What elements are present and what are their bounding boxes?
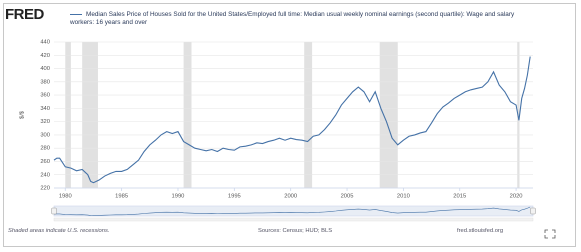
recession-band <box>183 42 192 188</box>
navigator-handle[interactable] <box>51 207 57 215</box>
recession-band <box>82 42 98 188</box>
y-tick-label: 320 <box>40 119 50 125</box>
source: Sources: Census; HUD; BLS <box>258 228 333 234</box>
y-tick-label: 420 <box>40 53 50 59</box>
y-tick-label: 340 <box>40 106 50 112</box>
y-tick-label: 260 <box>40 159 50 165</box>
y-tick-label: 280 <box>40 146 50 152</box>
y-tick-label: 400 <box>40 66 50 72</box>
y-tick-label: 220 <box>40 186 50 192</box>
y-tick-label: 380 <box>40 79 50 85</box>
scrollbar <box>53 217 534 222</box>
legend-label: Median Sales Price of Houses Sold for th… <box>70 11 515 26</box>
series-line <box>53 56 531 184</box>
x-tick-label: 2020 <box>510 194 523 200</box>
legend: Median Sales Price of Houses Sold for th… <box>70 11 540 27</box>
y-tick-label: 440 <box>40 40 50 46</box>
x-tick-label: 1990 <box>172 194 185 200</box>
navigator-handle[interactable] <box>530 207 536 215</box>
recession-band <box>379 42 398 188</box>
x-tick-label: 1985 <box>115 194 128 200</box>
note: Shaded areas indicate U.S. recessions. <box>8 228 110 234</box>
x-tick-label: 2005 <box>341 194 354 200</box>
logo[interactable]: FRED <box>5 6 44 23</box>
x-tick-label: 1980 <box>59 194 72 200</box>
recession-band <box>304 42 313 188</box>
recession-band <box>65 42 71 188</box>
fullscreen-icon[interactable] <box>544 229 556 239</box>
x-tick-label: 1995 <box>228 194 241 200</box>
y-tick-label: 240 <box>40 172 50 178</box>
site[interactable]: fred.stlouisfed.org <box>457 228 504 234</box>
x-tick-label: 2010 <box>397 194 410 200</box>
y-tick-label: 360 <box>40 93 50 99</box>
x-tick-label: 2000 <box>284 194 297 200</box>
legend-swatch <box>70 13 82 16</box>
y-tick-label: 300 <box>40 132 50 138</box>
navigator-line <box>53 206 531 216</box>
y-axis-label: $/$ <box>20 110 26 119</box>
x-tick-label: 2015 <box>453 194 466 200</box>
